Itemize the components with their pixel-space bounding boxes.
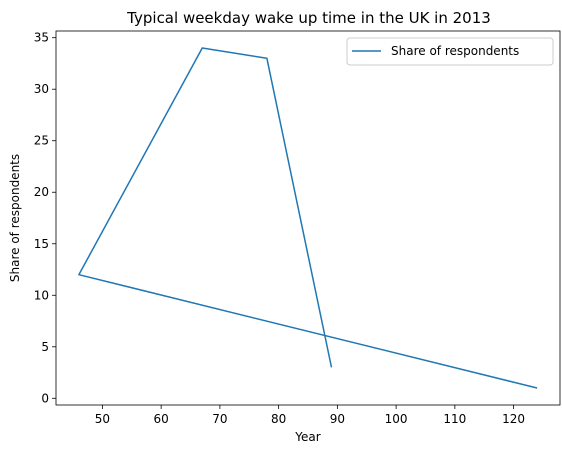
- x-tick-label: 70: [212, 412, 227, 426]
- x-tick-label: 110: [443, 412, 466, 426]
- x-tick-label: 90: [330, 412, 345, 426]
- x-tick-label: 60: [154, 412, 169, 426]
- legend-label: Share of respondents: [391, 44, 519, 58]
- y-tick-label: 10: [34, 288, 49, 302]
- x-tick-label: 50: [95, 412, 110, 426]
- x-axis: 50 60 70 80 90 100 110 120: [95, 405, 525, 426]
- series-line: [78, 47, 538, 389]
- legend: Share of respondents: [346, 37, 554, 66]
- y-tick-label: 20: [34, 185, 49, 199]
- x-tick-label: 100: [385, 412, 408, 426]
- x-tick-label: 120: [502, 412, 525, 426]
- y-tick-label: 15: [34, 237, 49, 251]
- y-tick-label: 30: [34, 82, 49, 96]
- legend-box: [346, 37, 554, 66]
- x-axis-label: Year: [294, 430, 320, 444]
- chart-title: Typical weekday wake up time in the UK i…: [126, 9, 491, 27]
- y-axis-label: Share of respondents: [8, 154, 22, 282]
- y-axis: 0 5 10 15 20 25 30 35: [34, 31, 56, 405]
- y-tick-label: 5: [41, 340, 49, 354]
- x-tick-label: 80: [271, 412, 286, 426]
- plot-frame: [55, 30, 561, 406]
- plot-area: [78, 47, 538, 389]
- y-tick-label: 35: [34, 31, 49, 45]
- y-tick-label: 25: [34, 134, 49, 148]
- y-tick-label: 0: [41, 391, 49, 405]
